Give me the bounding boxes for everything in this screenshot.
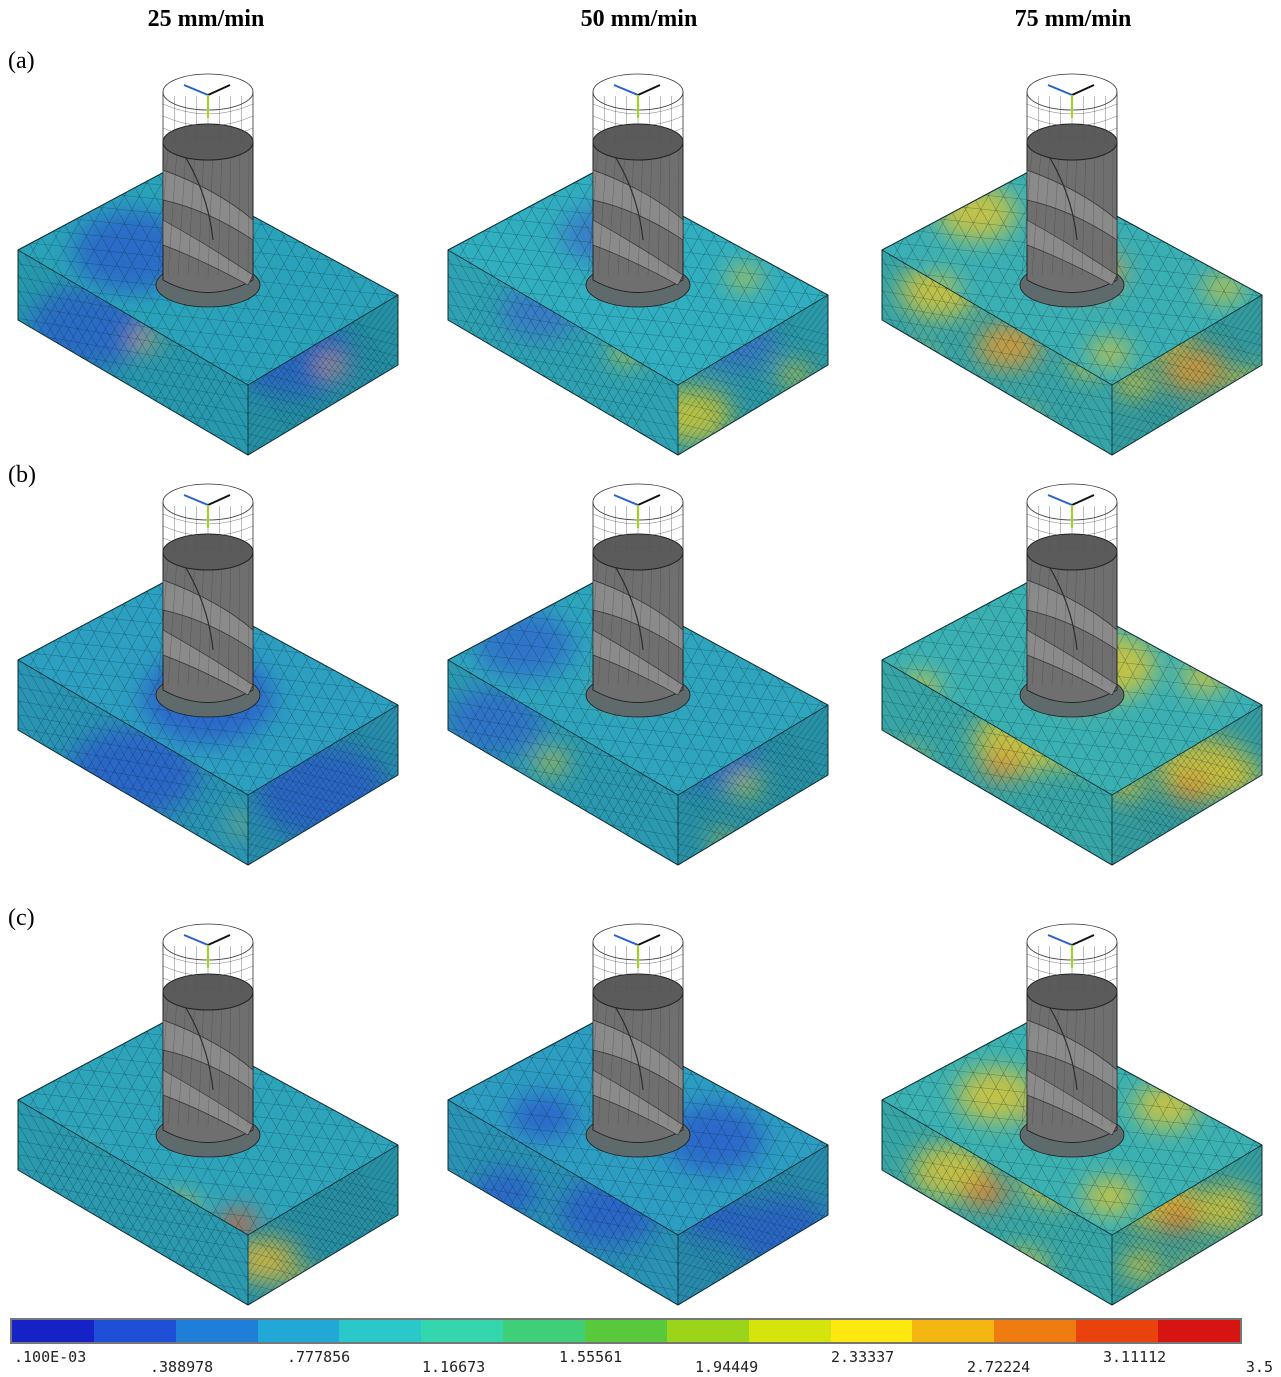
colorbar-segment [994,1320,1077,1342]
colorbar-gradient [10,1318,1242,1344]
colorbar-tick-label: 2.72224 [967,1358,1031,1376]
fea-panel [438,480,858,870]
drill-shank-wireframe [162,483,254,552]
fea-panel [872,480,1281,870]
drill-bit [157,973,254,1143]
colorbar-tick-label: 2.33337 [831,1348,895,1366]
drill-bit [1021,533,1118,703]
column-header-25: 25 mm/min [147,6,265,32]
drill-bit [587,123,684,293]
colorbar-segment [585,1320,667,1342]
colorbar-tick-label: 3.5 [1245,1358,1273,1376]
drill-bit [587,533,684,703]
colorbar-tick-label: 3.11112 [1103,1348,1167,1366]
drill-shank-wireframe [162,923,254,992]
colorbar-segment [1076,1320,1159,1342]
colorbar-tick-label: 1.55561 [559,1348,623,1366]
drill-shank-wireframe [162,73,254,142]
colorbar-segment [666,1320,749,1342]
colorbar-tick-label: .388978 [150,1358,214,1376]
drill-bit [157,533,254,703]
fea-panel [438,70,858,460]
colorbar-tick-label: 1.16673 [422,1358,486,1376]
colorbar-segment [503,1320,586,1342]
drill-shank-wireframe [1026,483,1118,552]
drill-bit [587,973,684,1143]
column-header-50: 50 mm/min [580,6,698,32]
colorbar-tick-label: 1.94449 [695,1358,759,1376]
fea-panel [8,70,428,460]
colorbar-tick-label: .777856 [287,1348,351,1366]
colorbar [10,1318,1242,1348]
drill-bit [1021,123,1118,293]
row-label-c: (c) [8,905,35,931]
colorbar-segment [421,1320,504,1342]
drill-bit [157,123,254,293]
drill-shank-wireframe [592,483,684,552]
colorbar-segment [1158,1320,1240,1342]
colorbar-segment [339,1320,422,1342]
fea-panel [872,920,1281,1310]
colorbar-segment [175,1320,258,1342]
colorbar-segment [12,1320,94,1342]
fea-panel [438,920,858,1310]
colorbar-segment [93,1320,176,1342]
drill-shank-wireframe [592,73,684,142]
drill-bit [1021,973,1118,1143]
colorbar-segment [912,1320,995,1342]
colorbar-tick-label: .100E-03 [14,1348,87,1366]
colorbar-segment [830,1320,913,1342]
drill-shank-wireframe [1026,73,1118,142]
column-header-75: 75 mm/min [1014,6,1132,32]
fea-panel [872,70,1281,460]
row-label-b: (b) [8,462,36,488]
colorbar-segment [748,1320,831,1342]
fea-panel [8,480,428,870]
drill-shank-wireframe [592,923,684,992]
colorbar-segment [257,1320,340,1342]
fea-panel [8,920,428,1310]
drill-shank-wireframe [1026,923,1118,992]
row-label-a: (a) [8,48,35,74]
